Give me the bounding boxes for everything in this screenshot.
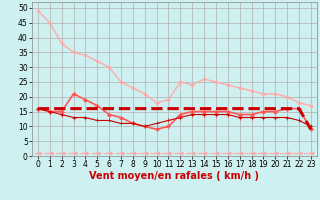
X-axis label: Vent moyen/en rafales ( km/h ): Vent moyen/en rafales ( km/h ) bbox=[89, 171, 260, 181]
